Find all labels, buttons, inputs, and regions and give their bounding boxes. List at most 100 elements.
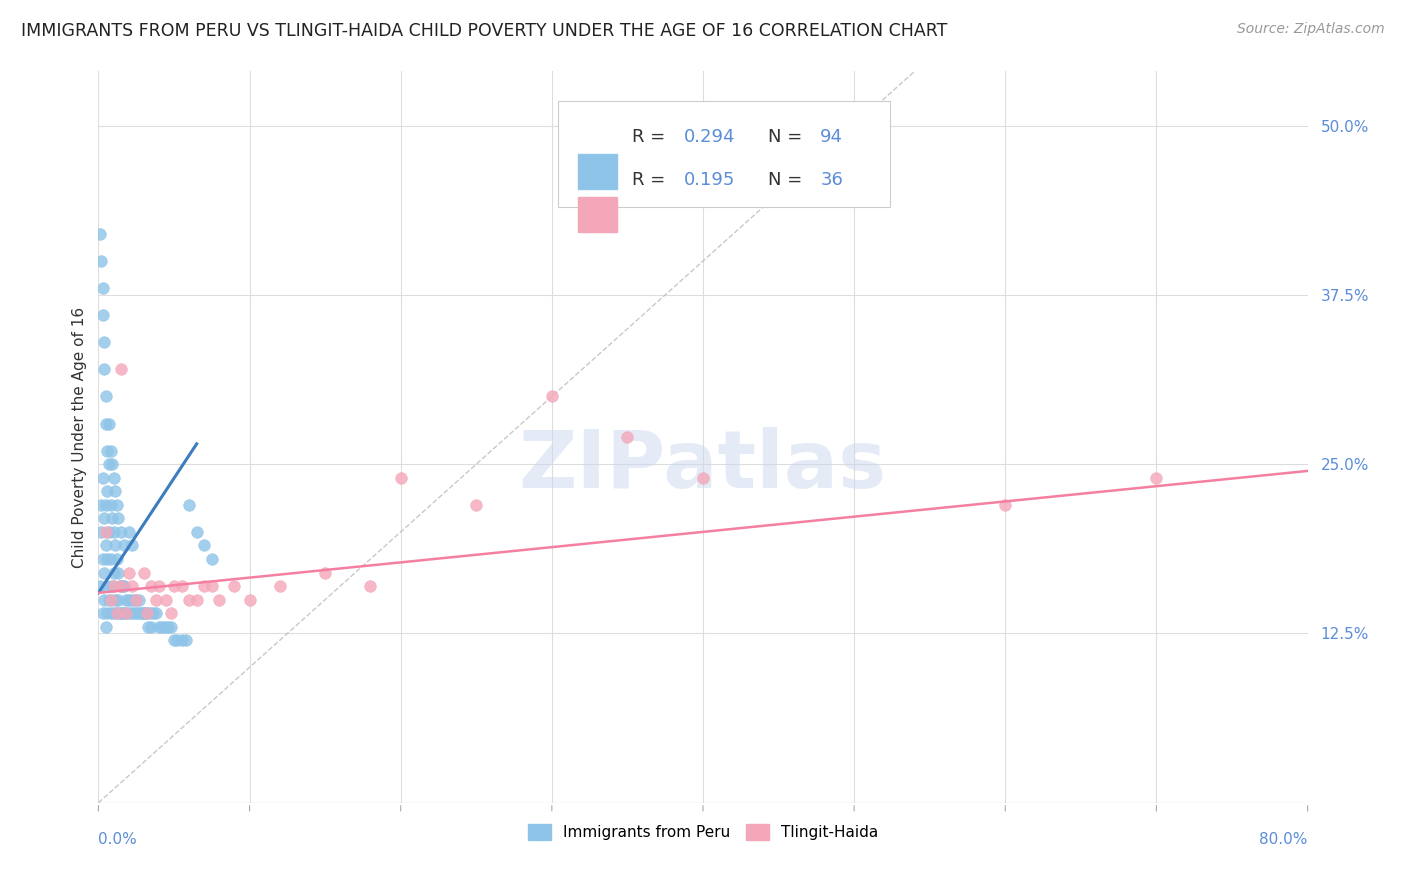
Point: [91, 606, 114, 620]
Point: [125, 592, 148, 607]
Point: [120, 606, 142, 620]
Point: [93, 335, 115, 350]
Point: [93, 511, 115, 525]
Point: [94, 417, 117, 431]
Point: [96, 606, 118, 620]
Point: [118, 566, 141, 580]
Point: [110, 362, 132, 376]
Point: [124, 592, 146, 607]
Point: [139, 606, 162, 620]
Point: [163, 633, 186, 648]
Point: [103, 579, 125, 593]
Point: [118, 592, 141, 607]
Point: [150, 620, 173, 634]
Point: [153, 620, 176, 634]
Text: N =: N =: [768, 128, 808, 146]
Point: [135, 606, 157, 620]
Point: [114, 592, 136, 607]
Point: [94, 498, 117, 512]
Point: [186, 592, 208, 607]
Point: [156, 620, 179, 634]
Point: [98, 417, 121, 431]
Point: [121, 579, 143, 593]
Point: [145, 592, 167, 607]
Point: [103, 471, 125, 485]
Legend: Immigrants from Peru, Tlingit-Haida: Immigrants from Peru, Tlingit-Haida: [522, 818, 884, 847]
FancyBboxPatch shape: [558, 101, 890, 207]
Point: [108, 579, 131, 593]
Point: [105, 498, 128, 512]
Point: [224, 579, 246, 593]
Point: [90, 524, 112, 539]
Point: [90, 254, 112, 268]
Point: [127, 606, 149, 620]
Point: [96, 552, 118, 566]
Point: [100, 498, 122, 512]
Point: [122, 606, 145, 620]
Point: [100, 443, 122, 458]
Point: [91, 281, 114, 295]
Point: [135, 606, 157, 620]
Point: [616, 430, 638, 444]
Point: [93, 592, 115, 607]
Point: [105, 552, 128, 566]
Point: [89, 227, 111, 241]
Point: [160, 620, 183, 634]
Text: ZIPatlas: ZIPatlas: [519, 427, 887, 506]
Point: [360, 579, 382, 593]
Text: 80.0%: 80.0%: [1260, 832, 1308, 847]
Point: [128, 592, 150, 607]
Point: [163, 579, 186, 593]
Point: [110, 579, 132, 593]
Point: [193, 579, 215, 593]
Point: [121, 538, 143, 552]
Point: [105, 606, 128, 620]
Text: 0.0%: 0.0%: [98, 832, 138, 847]
Point: [166, 633, 188, 648]
Point: [101, 457, 124, 471]
Point: [104, 484, 127, 499]
Point: [94, 389, 117, 403]
Point: [134, 606, 156, 620]
Point: [540, 389, 562, 403]
Text: 36: 36: [820, 171, 844, 189]
Point: [100, 552, 122, 566]
Point: [107, 511, 129, 525]
Point: [91, 308, 114, 322]
Text: R =: R =: [631, 128, 671, 146]
Point: [1144, 471, 1167, 485]
Point: [112, 538, 135, 552]
Point: [91, 552, 114, 566]
Point: [107, 592, 129, 607]
Point: [201, 552, 224, 566]
Point: [179, 592, 201, 607]
Point: [131, 606, 153, 620]
Point: [103, 606, 125, 620]
Point: [89, 579, 111, 593]
Point: [103, 566, 125, 580]
Point: [148, 620, 170, 634]
Point: [98, 524, 121, 539]
Point: [142, 606, 165, 620]
Point: [170, 579, 193, 593]
Point: [141, 579, 163, 593]
Point: [98, 592, 121, 607]
Point: [98, 457, 121, 471]
Bar: [578, 153, 617, 189]
Text: 0.195: 0.195: [683, 171, 735, 189]
Point: [269, 579, 291, 593]
Point: [100, 606, 122, 620]
Point: [103, 524, 125, 539]
Point: [107, 566, 129, 580]
Point: [132, 606, 155, 620]
Point: [160, 606, 183, 620]
Point: [93, 362, 115, 376]
Point: [115, 606, 138, 620]
Point: [692, 471, 714, 485]
Point: [112, 606, 135, 620]
Point: [148, 579, 170, 593]
Point: [201, 579, 224, 593]
Point: [96, 484, 118, 499]
Point: [104, 592, 127, 607]
Point: [314, 566, 336, 580]
